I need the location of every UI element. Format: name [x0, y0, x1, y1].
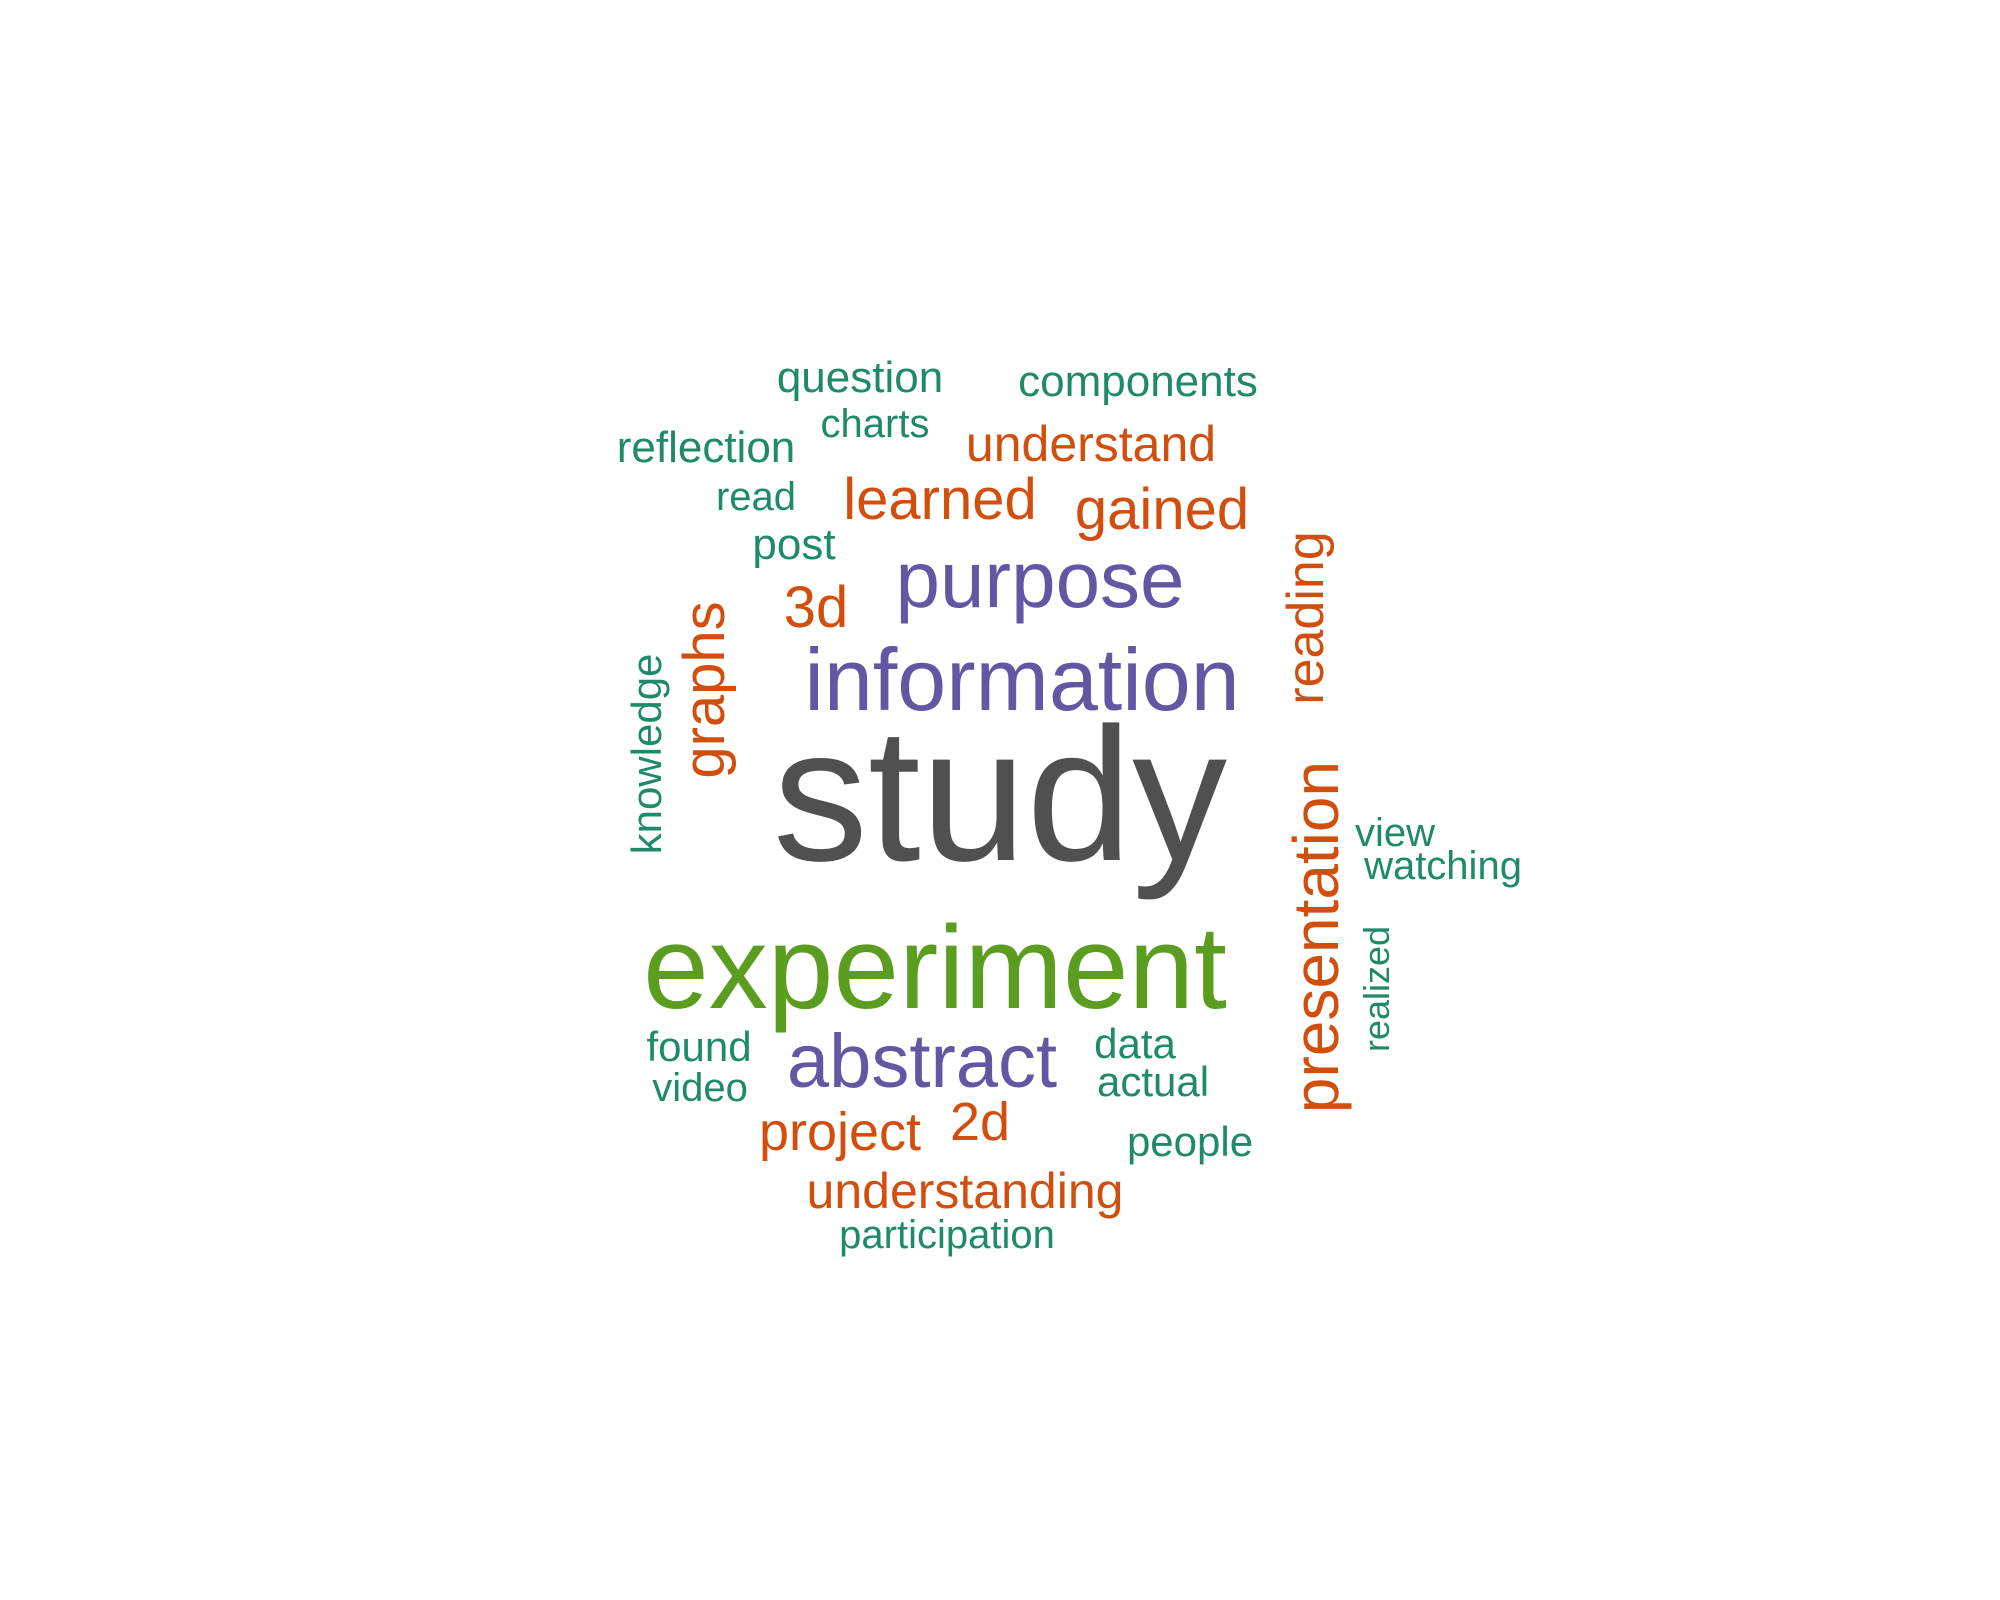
word-view: view — [1354, 811, 1436, 855]
word-components: components — [1018, 357, 1258, 406]
word-data: data — [1094, 1020, 1176, 1067]
word-understanding: understanding — [806, 1163, 1124, 1219]
word-post: post — [752, 520, 836, 569]
word-3d: 3d — [783, 575, 849, 640]
word-knowledge: knowledge — [623, 653, 670, 855]
word-graphs: graphs — [672, 601, 737, 779]
word-purpose: purpose — [895, 535, 1185, 624]
word-presentation: presentation — [1280, 760, 1352, 1114]
word-experiment: experiment — [643, 902, 1227, 1034]
word-project: project — [758, 1102, 922, 1162]
word-gained: gained — [1074, 477, 1250, 542]
word-understand: understand — [965, 416, 1217, 472]
word-question: question — [776, 353, 944, 402]
word-watching: watching — [1364, 844, 1522, 888]
word-video: video — [652, 1066, 748, 1110]
word-charts: charts — [820, 402, 930, 446]
word-learned: learned — [843, 467, 1037, 532]
word-reflection: reflection — [616, 423, 796, 472]
word-found: found — [646, 1023, 752, 1070]
word-people: people — [1126, 1118, 1254, 1165]
word-study: study — [772, 689, 1228, 901]
word-reading: reading — [1277, 531, 1335, 705]
word-information: information — [804, 630, 1240, 729]
word-actual: actual — [1096, 1058, 1210, 1105]
word-realized: realized — [1356, 925, 1397, 1053]
word-2d: 2d — [949, 1092, 1011, 1152]
word-read: read — [715, 475, 797, 519]
word-abstract: abstract — [786, 1019, 1058, 1104]
word-participation: participation — [839, 1213, 1055, 1257]
